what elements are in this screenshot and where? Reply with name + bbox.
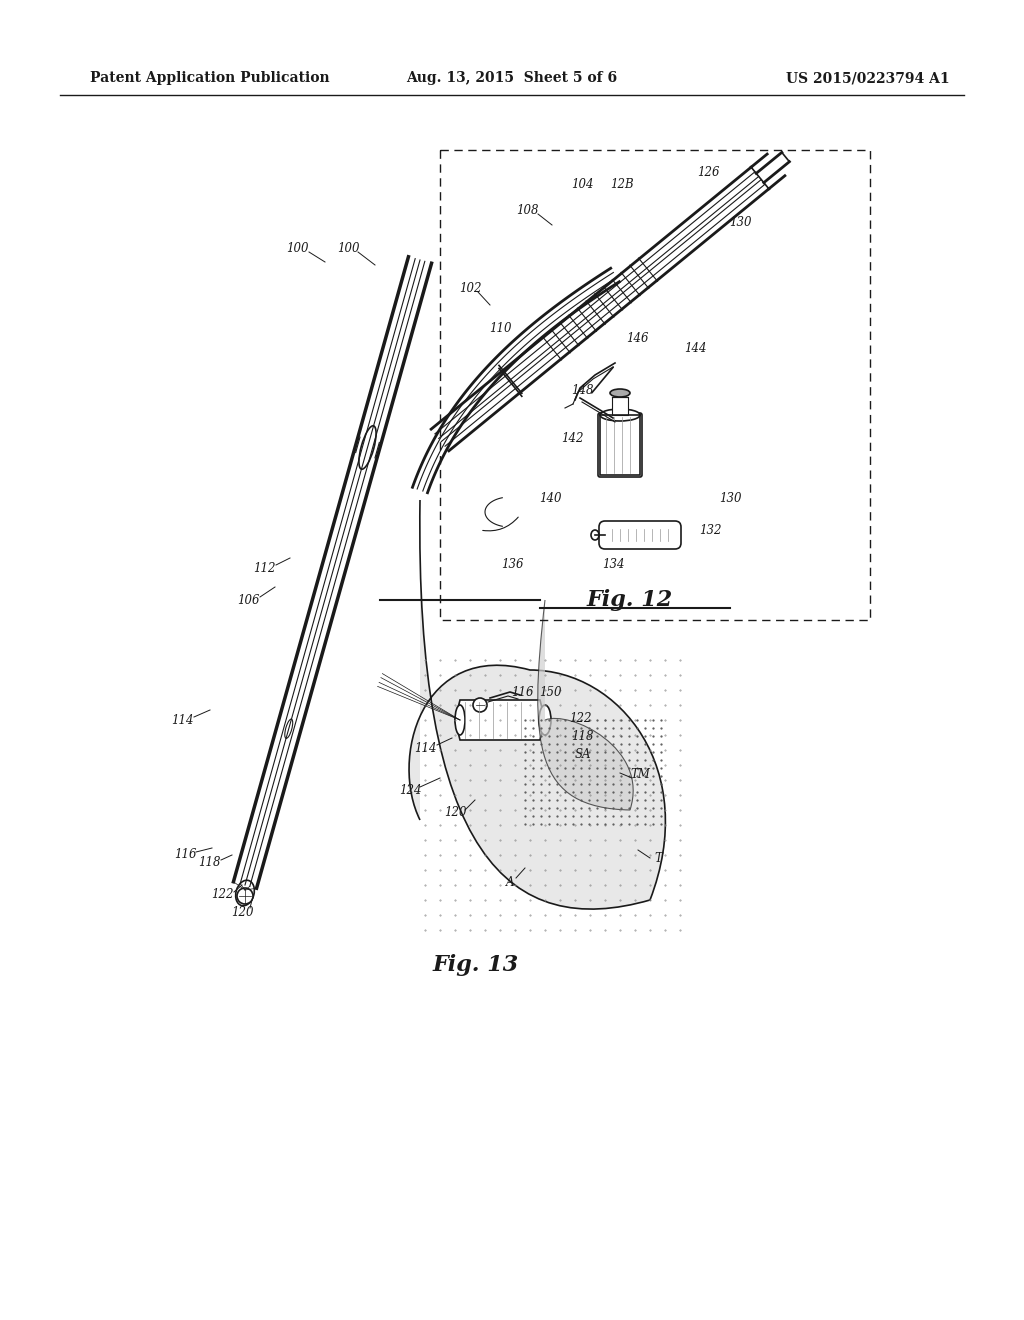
Text: 122: 122 bbox=[568, 711, 591, 725]
Ellipse shape bbox=[455, 705, 465, 735]
Text: 118: 118 bbox=[198, 857, 220, 870]
Circle shape bbox=[237, 888, 253, 904]
Ellipse shape bbox=[610, 389, 630, 397]
Ellipse shape bbox=[236, 880, 254, 906]
Text: Fig. 12: Fig. 12 bbox=[587, 589, 673, 611]
Text: A: A bbox=[506, 875, 514, 888]
PathPatch shape bbox=[538, 718, 633, 810]
Text: 118: 118 bbox=[570, 730, 593, 742]
Ellipse shape bbox=[600, 409, 640, 421]
Text: 146: 146 bbox=[626, 331, 648, 345]
Text: TM: TM bbox=[630, 768, 650, 781]
Text: 100: 100 bbox=[337, 242, 359, 255]
Text: Patent Application Publication: Patent Application Publication bbox=[90, 71, 330, 84]
PathPatch shape bbox=[409, 665, 666, 911]
Bar bbox=[600, 414, 640, 475]
Text: Aug. 13, 2015  Sheet 5 of 6: Aug. 13, 2015 Sheet 5 of 6 bbox=[407, 71, 617, 84]
Text: US 2015/0223794 A1: US 2015/0223794 A1 bbox=[786, 71, 950, 84]
Bar bbox=[612, 397, 628, 414]
Text: 140: 140 bbox=[539, 491, 561, 504]
Text: 110: 110 bbox=[488, 322, 511, 334]
Ellipse shape bbox=[359, 426, 376, 469]
Text: 106: 106 bbox=[237, 594, 259, 606]
Text: 142: 142 bbox=[561, 432, 584, 445]
Text: 120: 120 bbox=[230, 906, 253, 919]
Ellipse shape bbox=[591, 531, 599, 540]
FancyBboxPatch shape bbox=[598, 413, 642, 477]
Text: 104: 104 bbox=[570, 178, 593, 191]
Text: 114: 114 bbox=[414, 742, 436, 755]
Text: 144: 144 bbox=[684, 342, 707, 355]
Text: 126: 126 bbox=[696, 165, 719, 178]
Text: 148: 148 bbox=[570, 384, 593, 396]
Text: 132: 132 bbox=[698, 524, 721, 536]
Text: 112: 112 bbox=[253, 561, 275, 574]
Text: 124: 124 bbox=[398, 784, 421, 796]
Text: 134: 134 bbox=[602, 558, 625, 572]
Text: 122: 122 bbox=[211, 888, 233, 902]
Text: 12B: 12B bbox=[610, 178, 634, 191]
Text: Fig. 13: Fig. 13 bbox=[433, 954, 519, 975]
PathPatch shape bbox=[455, 700, 545, 741]
Text: 116: 116 bbox=[511, 685, 534, 698]
Text: SA: SA bbox=[574, 748, 591, 762]
Text: 114: 114 bbox=[171, 714, 194, 726]
Text: 108: 108 bbox=[516, 203, 539, 216]
Text: 136: 136 bbox=[501, 558, 523, 572]
Text: 150: 150 bbox=[539, 685, 561, 698]
Text: 100: 100 bbox=[286, 242, 308, 255]
Text: 130: 130 bbox=[729, 215, 752, 228]
Text: 102: 102 bbox=[459, 281, 481, 294]
Ellipse shape bbox=[539, 705, 551, 735]
Ellipse shape bbox=[285, 719, 293, 738]
Text: 116: 116 bbox=[174, 849, 197, 862]
Circle shape bbox=[473, 698, 487, 711]
Text: 120: 120 bbox=[443, 807, 466, 820]
FancyBboxPatch shape bbox=[599, 521, 681, 549]
Text: T: T bbox=[654, 851, 662, 865]
Text: 130: 130 bbox=[719, 491, 741, 504]
